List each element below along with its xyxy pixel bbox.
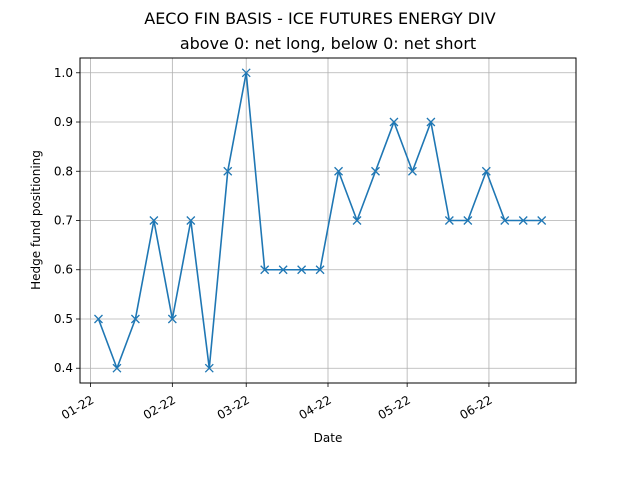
x-marker-icon: [186, 216, 196, 225]
x-marker-icon: [130, 314, 140, 324]
data-point: [186, 216, 196, 225]
data-point: [537, 216, 547, 225]
x-marker-icon: [112, 363, 122, 373]
data-point: [260, 265, 270, 275]
x-tick-label: 06-22: [457, 393, 494, 423]
x-axis-label: Date: [314, 431, 343, 445]
data-point: [223, 166, 233, 176]
x-marker-icon: [537, 216, 547, 225]
data-point: [278, 265, 288, 275]
y-axis: 0.4 0.5 0.6 0.7 0.8 0.9 1.0: [54, 66, 80, 375]
x-marker-icon: [334, 166, 344, 176]
x-marker-icon: [389, 117, 399, 127]
data-point: [167, 314, 177, 324]
x-marker-icon: [260, 265, 270, 275]
data-point: [463, 216, 473, 225]
data-point: [407, 166, 417, 176]
chart-subtitle: above 0: net long, below 0: net short: [180, 34, 476, 53]
chart-title: AECO FIN BASIS - ICE FUTURES ENERGY DIV: [144, 9, 496, 28]
x-marker-icon: [500, 216, 510, 225]
x-marker-icon: [463, 216, 473, 225]
grid-lines: [80, 58, 576, 383]
x-marker-icon: [407, 166, 417, 176]
x-marker-icon: [352, 216, 362, 225]
y-tick-label: 0.5: [54, 312, 73, 326]
x-marker-icon: [167, 314, 177, 324]
x-tick-label: 03-22: [215, 393, 252, 423]
data-point: [426, 117, 436, 127]
data-point: [94, 314, 103, 324]
data-point: [518, 216, 528, 225]
x-marker-icon: [278, 265, 288, 275]
y-tick-label: 0.7: [54, 214, 73, 228]
data-point: [334, 166, 344, 176]
data-point: [500, 216, 510, 225]
x-marker-icon: [241, 68, 251, 78]
data-point: [241, 68, 251, 78]
x-marker-icon: [371, 166, 380, 176]
x-marker-icon: [204, 363, 214, 373]
x-marker-icon: [223, 166, 233, 176]
data-point: [130, 314, 140, 324]
x-marker-icon: [481, 166, 491, 176]
data-point: [371, 166, 380, 176]
data-point: [315, 265, 325, 275]
data-point: [481, 166, 491, 176]
x-marker-icon: [94, 314, 103, 324]
y-tick-label: 1.0: [54, 66, 73, 80]
x-tick-label: 02-22: [141, 393, 178, 423]
x-marker-icon: [315, 265, 325, 275]
plot-series: [94, 68, 547, 373]
y-tick-label: 0.6: [54, 263, 73, 277]
data-point: [149, 216, 159, 225]
x-marker-icon: [297, 265, 307, 275]
data-point: [389, 117, 399, 127]
x-tick-label: 01-22: [59, 393, 96, 423]
x-marker-icon: [518, 216, 528, 225]
data-point: [204, 363, 214, 373]
x-marker-icon: [149, 216, 159, 225]
y-tick-label: 0.8: [54, 164, 73, 178]
data-point: [352, 216, 362, 225]
x-axis: 01-22 02-22 03-22 04-22 05-22 06-22: [59, 383, 495, 422]
data-point: [297, 265, 307, 275]
data-point: [444, 216, 454, 225]
x-marker-icon: [444, 216, 454, 225]
x-marker-icon: [426, 117, 436, 127]
y-tick-label: 0.4: [54, 361, 73, 375]
y-axis-label: Hedge fund positioning: [29, 150, 43, 290]
x-tick-label: 05-22: [376, 393, 413, 423]
data-point: [112, 363, 122, 373]
y-tick-label: 0.9: [54, 115, 73, 129]
x-tick-label: 04-22: [296, 393, 333, 423]
